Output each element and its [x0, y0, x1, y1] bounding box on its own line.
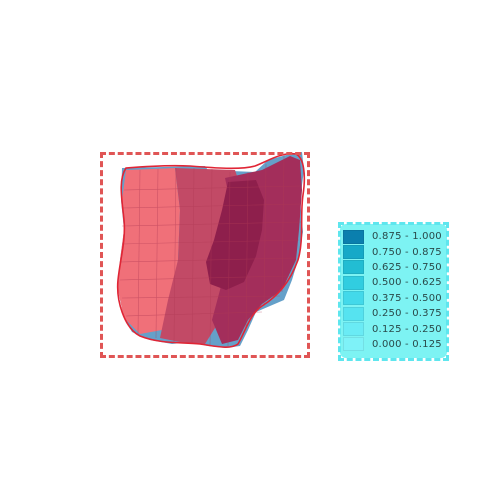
legend-item: 0.500 - 0.625	[343, 275, 447, 290]
legend-label: 0.625 - 0.750	[372, 262, 442, 273]
legend-swatch	[343, 230, 364, 244]
legend-label: 0.875 - 1.000	[372, 231, 442, 242]
legend-label: 0.250 - 0.375	[372, 308, 442, 319]
legend-item: 0.875 - 1.000	[343, 229, 447, 244]
legend-item: 0.250 - 0.375	[343, 306, 447, 321]
legend-swatch	[343, 260, 364, 274]
legend-swatch	[343, 291, 364, 305]
legend-label: 0.000 - 0.125	[372, 339, 442, 350]
map-bounding-box	[100, 152, 310, 358]
legend-item: 0.000 - 0.125	[343, 337, 447, 352]
legend-swatch	[343, 276, 364, 290]
legend-swatch	[343, 307, 364, 321]
legend-item: 0.125 - 0.250	[343, 321, 447, 336]
legend-swatch	[343, 322, 364, 336]
legend-label: 0.375 - 0.500	[372, 293, 442, 304]
legend: 0.875 - 1.000 0.750 - 0.875 0.625 - 0.75…	[343, 229, 447, 355]
legend-item: 0.750 - 0.875	[343, 244, 447, 259]
legend-label: 0.500 - 0.625	[372, 277, 442, 288]
legend-label: 0.125 - 0.250	[372, 324, 442, 335]
legend-swatch	[343, 245, 364, 259]
legend-swatch	[343, 337, 364, 351]
legend-item: 0.375 - 0.500	[343, 291, 447, 306]
legend-item: 0.625 - 0.750	[343, 260, 447, 275]
legend-label: 0.750 - 0.875	[372, 247, 442, 258]
